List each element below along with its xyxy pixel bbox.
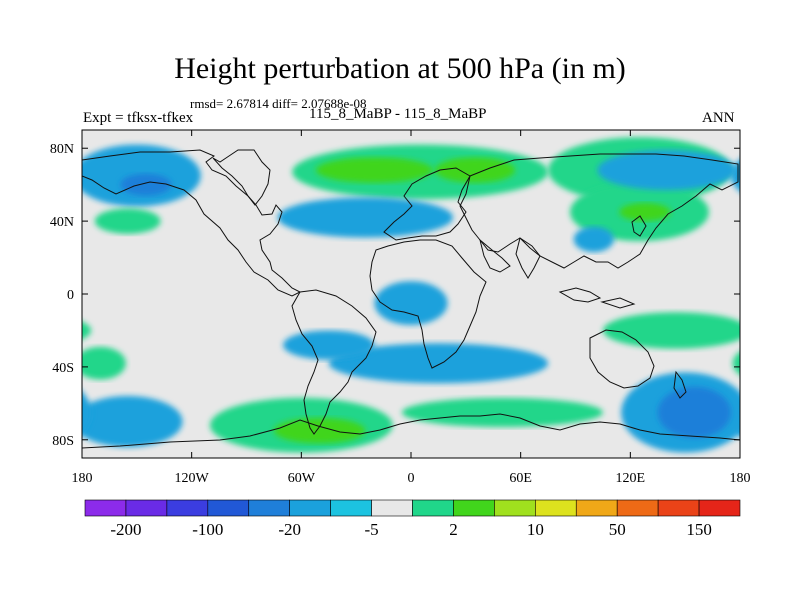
season-label: ANN [702, 110, 735, 126]
colorbar-box-14 [657, 499, 700, 517]
anomaly-region-6 [315, 157, 433, 183]
anomaly-layer [82, 137, 740, 453]
anomaly-region-12 [374, 281, 448, 325]
anomaly-region-15 [82, 346, 126, 380]
x-tick-label-3: 0 [408, 471, 415, 486]
y-tick-label-2: 0 [67, 288, 74, 303]
colorbar: -200 -100 -20 -5 2 10 50 150 [84, 499, 741, 539]
anomaly-region-0 [730, 159, 740, 192]
anomaly-region-7 [434, 157, 516, 183]
experiment-label: Expt = tfksx-tfkex [83, 110, 194, 126]
coastlines [82, 149, 740, 449]
colorbar-box-2 [166, 499, 209, 517]
colorbar-label-1: -100 [192, 520, 223, 539]
anomaly-region-21 [82, 391, 92, 434]
coastline-antarctica [82, 413, 740, 449]
colorbar-label-5: 10 [527, 520, 544, 539]
y-tick-label-1: 40N [50, 215, 74, 230]
coastline-india [515, 237, 541, 279]
colorbar-box-10 [494, 499, 536, 517]
colorbar-label-0: -200 [110, 520, 141, 539]
colorbar-label-3: -5 [364, 520, 378, 539]
colorbar-box-11 [535, 499, 577, 517]
anomaly-region-14 [283, 330, 375, 360]
anomaly-region-8 [619, 202, 671, 222]
x-tick-label-4: 60E [509, 471, 532, 486]
coastline-new-zealand [673, 370, 687, 399]
chart-title: Height perturbation at 500 hPa (in m) [174, 52, 626, 85]
case-label: 115_8_MaBP - 115_8_MaBP [309, 106, 487, 122]
colorbar-box-12 [575, 499, 618, 517]
y-tick-label-3: 40S [52, 361, 74, 376]
colorbar-box-4 [248, 499, 290, 517]
colorbar-label-7: 150 [686, 520, 712, 539]
colorbar-box-5 [289, 499, 331, 517]
anomaly-region-20 [730, 407, 740, 436]
colorbar-box-1 [125, 499, 168, 517]
coastline-south-america [291, 289, 377, 435]
anomaly-region-22 [657, 386, 731, 438]
x-tick-label-6: 180 [730, 471, 751, 486]
coastline-africa [369, 239, 487, 369]
x-tick-label-2: 60W [288, 471, 316, 486]
axes: 180 120W 60W 0 60E 120E 180 80N 40N 0 40S 80S [50, 130, 751, 486]
anomaly-region-1 [120, 173, 172, 196]
colorbar-label-6: 50 [609, 520, 626, 539]
anomaly-region-18 [602, 312, 740, 349]
anomaly-region-2 [94, 208, 161, 234]
colorbar-box-0 [84, 499, 127, 517]
x-tick-label-0: 180 [72, 471, 93, 486]
x-tick-label-1: 120W [175, 471, 210, 486]
coastline-australia [589, 329, 655, 389]
y-tick-label-4: 80S [52, 434, 74, 449]
coastline-arabia [479, 238, 511, 273]
colorbar-box-8 [412, 499, 454, 517]
anomaly-region-13 [328, 343, 549, 384]
x-tick-label-5: 120E [616, 471, 646, 486]
anomaly-region-19 [273, 417, 366, 444]
anomaly-region-18 [82, 321, 92, 340]
colorbar-box-9 [453, 499, 495, 517]
coastline-north-america [82, 149, 302, 297]
anomaly-region-17 [401, 397, 603, 428]
anomaly-region-9 [277, 197, 454, 238]
stats-label: rmsd= 2.67814 diff= 2.07688e-08 [190, 96, 367, 111]
anomaly-region-20 [82, 396, 183, 448]
coastline-japan [631, 215, 647, 237]
coastline-indonesia [558, 287, 636, 309]
coastline-greenland [212, 149, 271, 206]
colorbar-label-2: -20 [278, 520, 301, 539]
colorbar-box-6 [330, 499, 372, 517]
coastline-europe [383, 167, 471, 241]
colorbar-box-3 [207, 499, 250, 517]
colorbar-box-15 [698, 499, 741, 517]
colorbar-label-4: 2 [449, 520, 458, 539]
colorbar-box-13 [616, 499, 659, 517]
anomaly-region-15 [732, 351, 740, 375]
anomaly-region-10 [597, 150, 737, 191]
colorbar-box-7 [371, 499, 413, 517]
y-tick-label-0: 80N [50, 142, 74, 157]
anomaly-region-11 [573, 226, 614, 253]
